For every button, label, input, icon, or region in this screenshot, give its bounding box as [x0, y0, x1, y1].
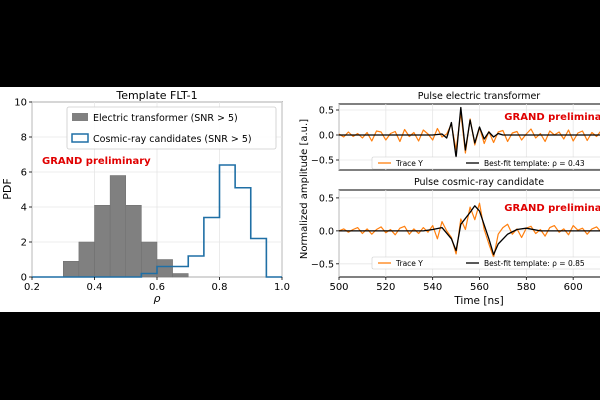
pulse-cosmic-title: Pulse cosmic-ray candidate [414, 177, 544, 188]
histogram-annotation: GRAND preliminary [42, 156, 151, 167]
histogram-xlabel: ρ [154, 292, 161, 305]
histogram-step-series [32, 164, 282, 278]
histogram-legend: Electric transformer (SNR > 5) Cosmic-ra… [66, 106, 277, 150]
legend-swatch-electric [72, 113, 88, 121]
pulse-electric-legend: Trace Y Best-fit template: ρ = 0.43 [371, 156, 600, 170]
histogram-ylabel: PDF [1, 178, 14, 199]
pulse-xlabel: Time [ns] [453, 295, 503, 307]
histogram-bar [94, 205, 111, 278]
x-tick-label: 580 [517, 282, 536, 293]
histogram-x-ticks: 0.2 0.4 0.6 0.8 1.0 [24, 277, 290, 293]
y-tick-label: 8 [21, 133, 27, 144]
y-tick-label: −0.5 [311, 156, 334, 167]
legend-box [371, 256, 600, 270]
legend-label-trace: Trace Y [395, 159, 423, 168]
best-fit-template-line [339, 106, 600, 159]
histogram-bar [125, 205, 142, 278]
x-tick-label: 1.0 [274, 282, 290, 293]
x-tick-label: 0.4 [87, 282, 103, 293]
pulse-electric-title: Pulse electric transformer [418, 91, 541, 102]
x-tick-label: 0.6 [149, 282, 165, 293]
y-tick-label: 0 [21, 273, 27, 284]
x-tick-label: 520 [376, 282, 395, 293]
best-fit-template-line [339, 205, 600, 256]
pulse-electric-y-ticks: −0.5 0.0 0.5 [311, 106, 339, 167]
x-tick-label: 500 [329, 282, 348, 293]
figure-panel: 0 2 4 6 8 10 0.2 0.4 0.6 0.8 1.0 Template FLT-1 ρ… [0, 87, 600, 312]
trace-y-line [338, 202, 600, 258]
pulse-cosmic-legend: Trace Y Best-fit template: ρ = 0.85 [371, 256, 600, 270]
y-tick-label: 0.0 [319, 226, 334, 237]
x-tick-label: 0.2 [24, 282, 40, 293]
pulse-shared-ylabel: Normalized amplitude [a.u.] [299, 119, 310, 259]
y-tick-label: 6 [21, 168, 27, 179]
x-tick-label: 560 [470, 282, 489, 293]
x-tick-label: 0.8 [212, 282, 228, 293]
histogram-title: Template FLT-1 [115, 89, 197, 102]
histogram-bar [172, 273, 189, 278]
histogram-chart: 0 2 4 6 8 10 0.2 0.4 0.6 0.8 1.0 Template FLT-1 ρ… [1, 89, 290, 305]
histogram-bar [156, 259, 173, 278]
histogram-y-ticks: 0 2 4 6 8 10 [14, 98, 32, 284]
pulse-cosmic-y-ticks: −0.5 0.0 0.5 [311, 193, 339, 270]
y-tick-label: 10 [14, 98, 27, 109]
y-tick-label: −0.5 [311, 259, 334, 270]
legend-label-template: Best-fit template: ρ = 0.85 [484, 259, 585, 268]
pulse-electric-lines [338, 106, 600, 159]
y-tick-label: 2 [21, 238, 27, 249]
histogram-bars [63, 175, 189, 278]
y-tick-label: 4 [21, 203, 27, 214]
histogram-bar [109, 175, 126, 278]
legend-label-trace: Trace Y [395, 259, 423, 268]
x-tick-label: 540 [423, 282, 442, 293]
figure-svg: 0 2 4 6 8 10 0.2 0.4 0.6 0.8 1.0 Template FLT-1 ρ… [1, 89, 600, 307]
histogram-bar [78, 241, 95, 278]
y-tick-label: 0.5 [319, 193, 334, 204]
legend-swatch-cosmic [71, 133, 89, 143]
legend-box [371, 156, 600, 170]
pulse-electric-chart: Pulse electric transformer −0.5 0.0 0.5 GR… [311, 91, 600, 171]
cosmic-step-line [32, 164, 282, 278]
pulse-cosmic-x-ticks: 500520540560580600620 [329, 277, 583, 293]
legend-box [66, 106, 277, 150]
y-tick-label: 0.5 [319, 106, 334, 117]
legend-label-cosmic: Cosmic-ray candidates (SNR > 5) [93, 134, 252, 145]
pulse-electric-annotation: GRAND preliminary [504, 112, 600, 123]
x-tick-label: 600 [564, 282, 583, 293]
y-tick-label: 0.0 [319, 131, 334, 142]
histogram-bar [63, 261, 80, 278]
pulse-cosmic-annotation: GRAND preliminary [504, 203, 600, 214]
pulse-cosmic-lines [338, 202, 600, 258]
legend-label-electric: Electric transformer (SNR > 5) [93, 113, 238, 124]
pulse-cosmic-chart: Pulse cosmic-ray candidate −0.5 0.0 0.5 50… [299, 119, 600, 307]
legend-label-template: Best-fit template: ρ = 0.43 [484, 159, 585, 168]
histogram-bar [141, 241, 158, 278]
